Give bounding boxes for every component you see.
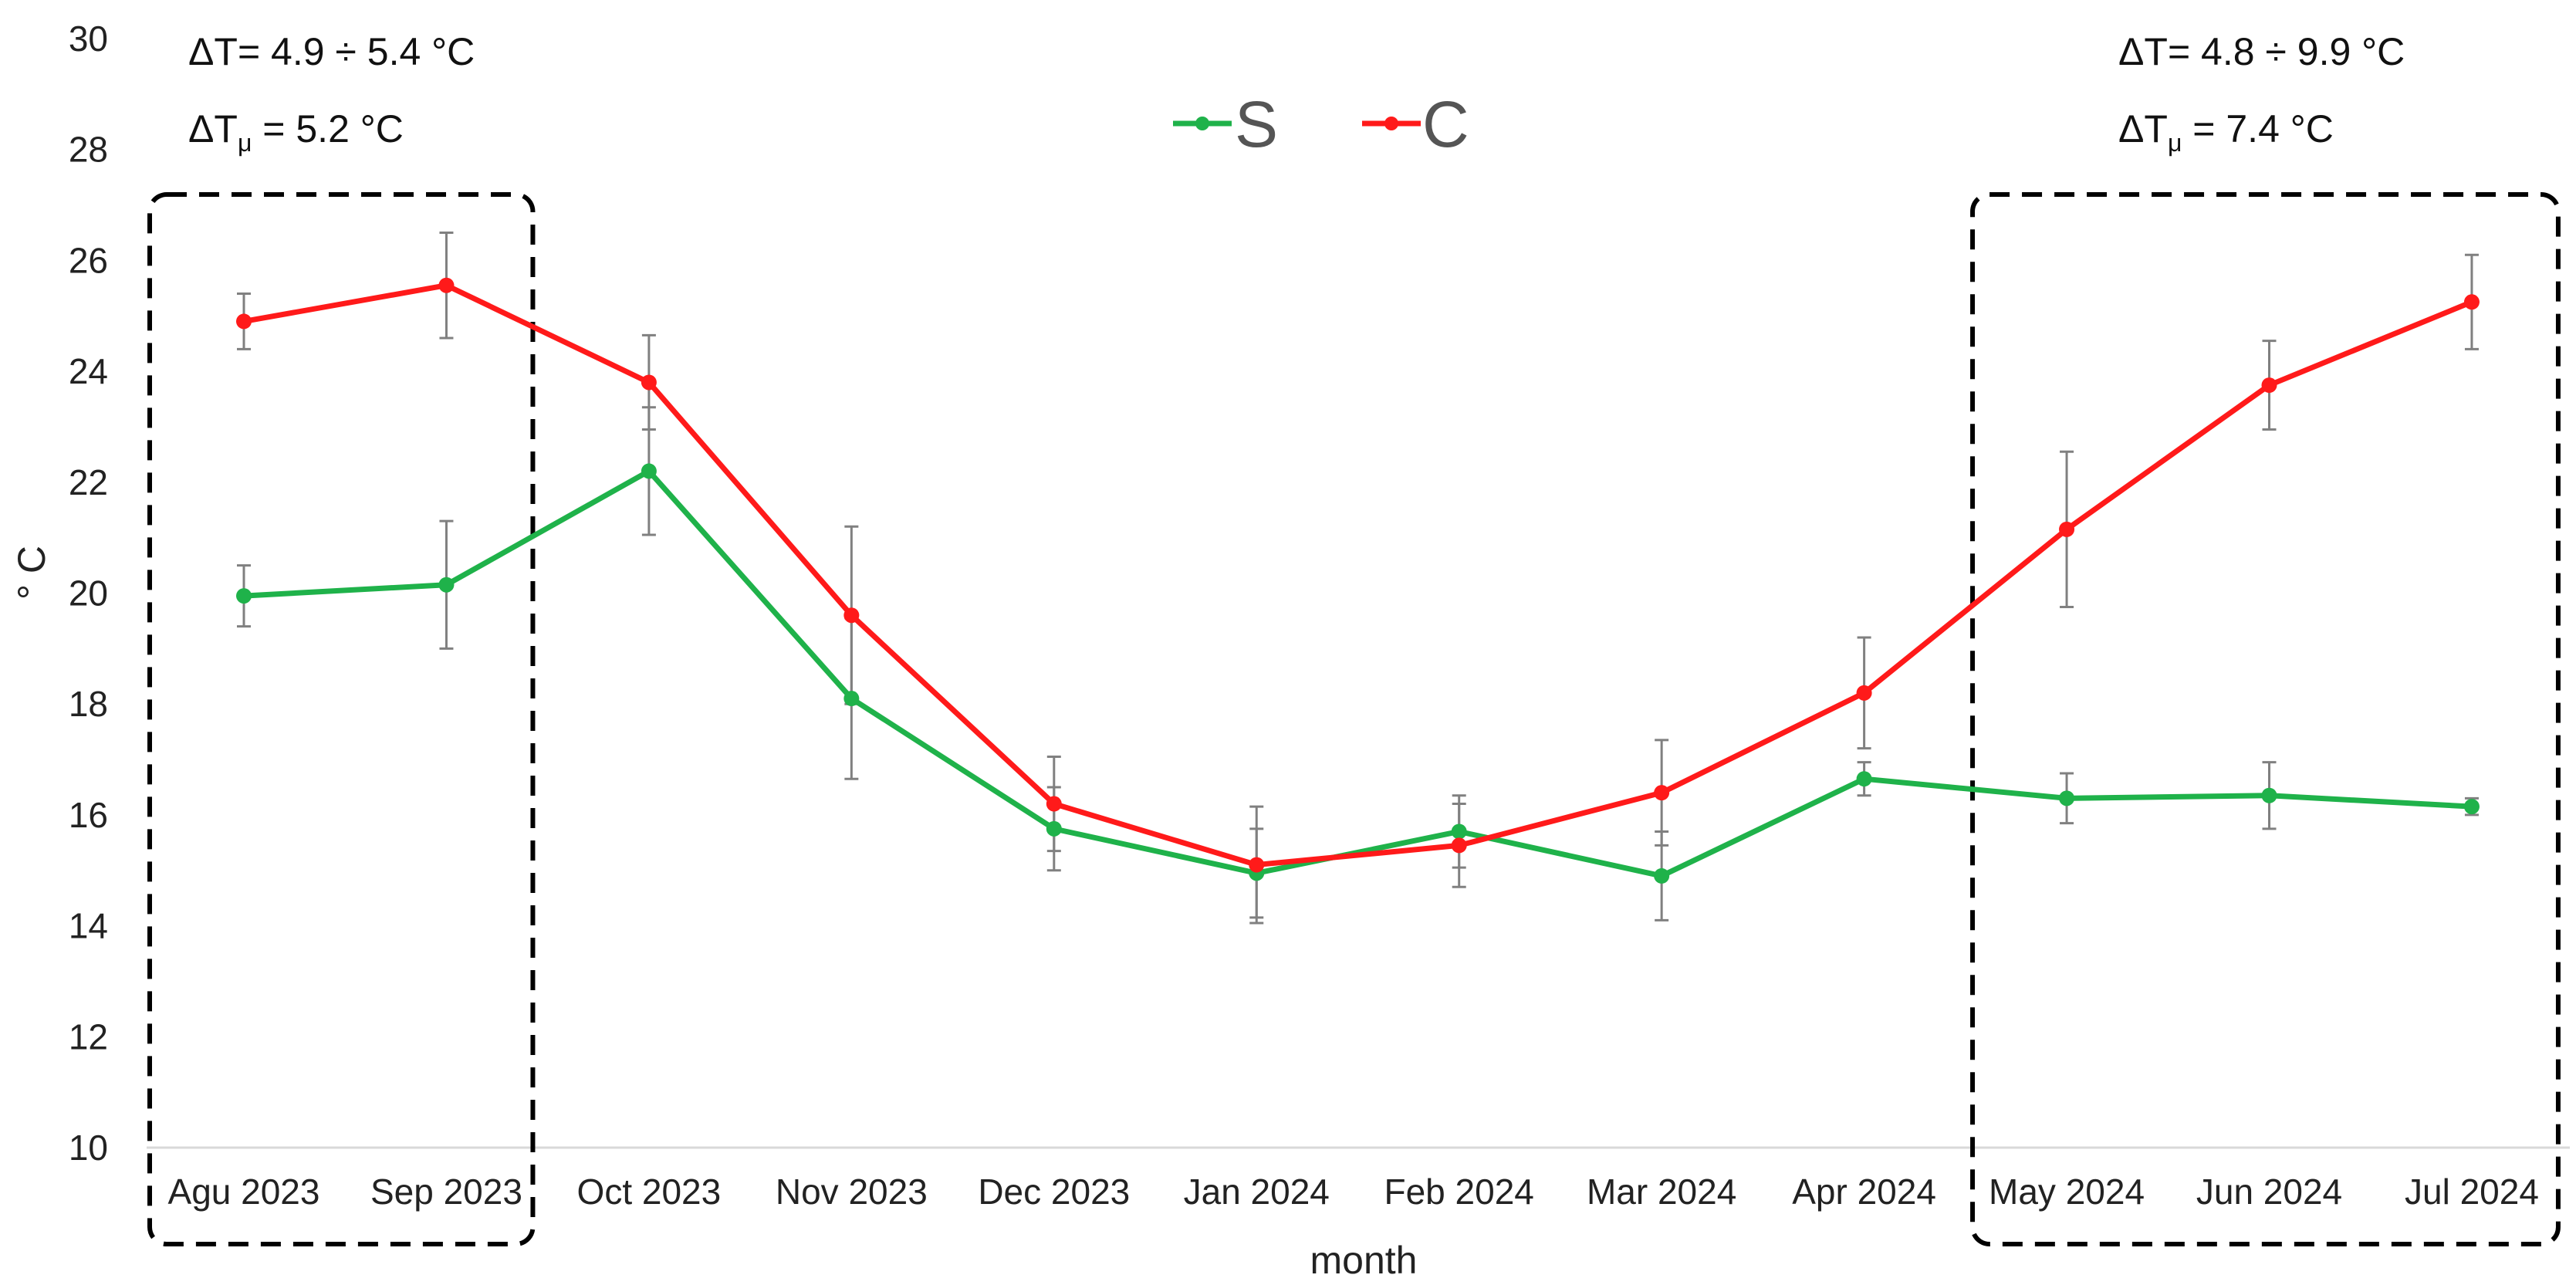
x-tick-label-8: Apr 2024 xyxy=(1792,1172,1936,1212)
data-point-c-8 xyxy=(1856,685,1872,701)
y-tick-label-10: 30 xyxy=(69,19,108,59)
data-point-s-8 xyxy=(1856,771,1872,787)
legend-label-s: S xyxy=(1235,88,1278,161)
annotation-left-mean-sub: μ xyxy=(238,129,252,157)
x-tick-label-4: Dec 2023 xyxy=(978,1172,1130,1212)
annotation-right-mean-sub: μ xyxy=(2168,129,2182,157)
legend-marker-s xyxy=(1195,117,1209,130)
data-point-c-11 xyxy=(2463,294,2480,310)
x-axis-title: month xyxy=(1310,1239,1418,1282)
data-point-c-2 xyxy=(641,374,657,391)
x-tick-label-10: Jun 2024 xyxy=(2196,1172,2342,1212)
data-point-s-3 xyxy=(843,691,860,707)
y-tick-label-9: 28 xyxy=(69,130,108,170)
y-tick-label-8: 26 xyxy=(69,240,108,280)
data-point-s-9 xyxy=(2059,790,2075,807)
data-point-c-0 xyxy=(236,313,252,330)
data-point-c-7 xyxy=(1654,785,1670,801)
x-tick-label-2: Oct 2023 xyxy=(577,1172,722,1212)
legend-label-c: C xyxy=(1422,88,1469,161)
data-point-c-6 xyxy=(1451,837,1467,854)
y-tick-label-2: 14 xyxy=(69,906,108,946)
data-point-s-1 xyxy=(438,577,455,593)
data-point-c-1 xyxy=(438,277,455,293)
annotation-right-mean: ΔTμ = 7.4 °C xyxy=(2118,107,2334,157)
y-tick-label-3: 16 xyxy=(69,795,108,835)
y-tick-label-0: 10 xyxy=(69,1128,108,1168)
data-point-s-11 xyxy=(2463,799,2480,815)
highlight-box-right xyxy=(1970,192,2561,1246)
data-point-c-4 xyxy=(1046,796,1062,812)
annotation-left: ΔT= 4.9 ÷ 5.4 °C ΔTμ = 5.2 °C xyxy=(188,30,475,157)
x-tick-labels: Agu 2023 Sep 2023 Oct 2023 Nov 2023 Dec … xyxy=(168,1172,2539,1212)
x-tick-label-11: Jul 2024 xyxy=(2405,1172,2539,1212)
annotation-left-mean-delta: ΔT xyxy=(188,107,238,150)
y-tick-label-1: 12 xyxy=(69,1016,108,1057)
data-point-s-0 xyxy=(236,588,252,604)
x-tick-label-6: Feb 2024 xyxy=(1384,1172,1534,1212)
data-point-s-6 xyxy=(1451,823,1467,840)
x-tick-label-3: Nov 2023 xyxy=(776,1172,928,1212)
annotation-right-range: ΔT= 4.8 ÷ 9.9 °C xyxy=(2118,30,2405,73)
x-tick-label-7: Mar 2024 xyxy=(1587,1172,1736,1212)
annotation-left-range: ΔT= 4.9 ÷ 5.4 °C xyxy=(188,30,475,73)
annotation-left-mean-value: = 5.2 °C xyxy=(252,107,403,150)
x-tick-label-1: Sep 2023 xyxy=(370,1172,522,1212)
annotation-right-mean-value: = 7.4 °C xyxy=(2182,107,2333,150)
data-point-c-3 xyxy=(843,607,860,624)
y-tick-label-6: 22 xyxy=(69,462,108,502)
y-tick-label-7: 24 xyxy=(69,351,108,391)
data-point-s-2 xyxy=(641,463,657,479)
annotation-left-mean: ΔTμ = 5.2 °C xyxy=(188,107,404,157)
y-tick-label-5: 20 xyxy=(69,573,108,614)
data-point-s-7 xyxy=(1654,867,1670,884)
annotation-right: ΔT= 4.8 ÷ 9.9 °C ΔTμ = 7.4 °C xyxy=(2118,30,2405,157)
series-line-c xyxy=(243,282,2473,868)
highlight-box-left xyxy=(147,192,536,1246)
data-point-c-10 xyxy=(2261,377,2277,394)
annotation-right-mean-delta: ΔT xyxy=(2118,107,2168,150)
x-tick-label-0: Agu 2023 xyxy=(168,1172,320,1212)
series-line-s xyxy=(243,468,2473,879)
legend: S C xyxy=(1173,88,1469,161)
x-tick-label-5: Jan 2024 xyxy=(1184,1172,1330,1212)
series-layer xyxy=(236,231,2480,925)
data-point-s-4 xyxy=(1046,820,1062,837)
data-point-c-5 xyxy=(1249,857,1265,873)
y-tick-labels: 10 12 14 16 18 20 22 24 26 28 30 xyxy=(69,19,108,1168)
y-axis-title: ° C xyxy=(10,546,53,600)
legend-marker-c xyxy=(1384,117,1398,130)
x-tick-label-9: May 2024 xyxy=(1989,1172,2145,1212)
data-point-c-9 xyxy=(2059,521,2075,537)
y-tick-label-4: 18 xyxy=(69,684,108,724)
data-point-s-10 xyxy=(2261,787,2277,803)
